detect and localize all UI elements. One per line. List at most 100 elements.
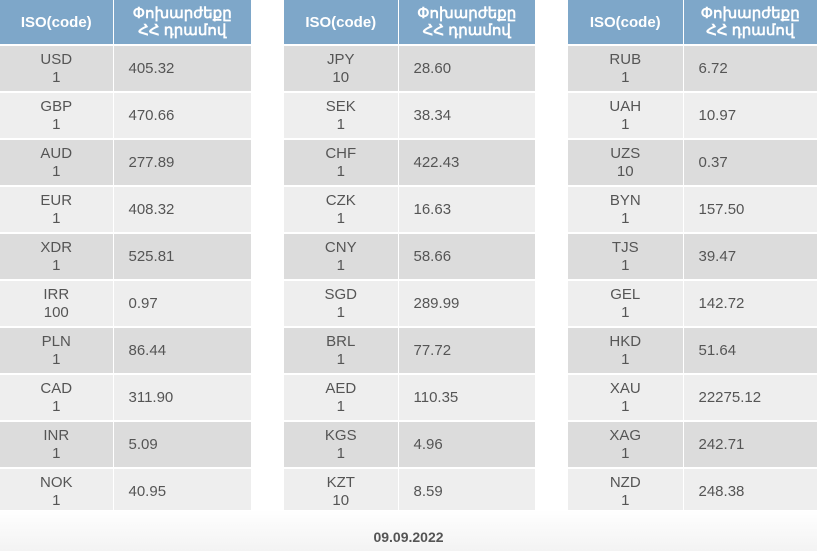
rate-row: GBP 1 470.66 [0,91,251,139]
rate-value: 110.35 [397,373,535,421]
currency-code: JPY [326,50,355,68]
rate-value: 142.72 [682,279,817,327]
currency-code: CZK [325,191,356,209]
currency-code: AUD [40,144,73,162]
currency-code: INR [43,426,70,444]
currency-code: HKD [609,332,642,350]
rates-date: 09.09.2022 [373,529,444,545]
currency-unit: 1 [336,303,345,321]
currency-cell: UZS 10 [568,138,683,186]
rate-row: GEL 1 142.72 [568,279,817,327]
rate-value: 6.72 [682,44,817,92]
currency-code: CAD [40,379,73,397]
currency-cell: NOK 1 [0,467,113,514]
currency-unit: 1 [336,115,345,133]
currency-unit: 10 [616,162,634,180]
rate-row: BRL 1 77.72 [284,326,535,374]
rate-row: UAH 1 10.97 [568,91,817,139]
rate-row: USD 1 405.32 [0,44,251,92]
rate-header-line2: ՀՀ դրամով [422,22,511,39]
header-row: ISO(code) Փոխարժեքը ՀՀ դրամով [284,0,535,45]
rate-header-line1: Փոխարժեքը [700,5,800,22]
rate-row: XDR 1 525.81 [0,232,251,280]
currency-unit: 1 [621,491,630,509]
rate-header-line1: Փոխարժեքը [417,5,517,22]
currency-code: IRR [43,285,70,303]
currency-code: CHF [325,144,357,162]
currency-cell: SEK 1 [284,91,398,139]
rate-row: UZS 10 0.37 [568,138,817,186]
rate-row: CAD 1 311.90 [0,373,251,421]
rates-table-3: ISO(code) Փոխարժեքը ՀՀ դրամով RUB 1 6.72 UAH… [568,0,817,514]
currency-unit: 1 [52,491,61,509]
currency-code: GBP [40,97,73,115]
rate-header-line1: Փոխարժեքը [132,5,232,22]
currency-unit: 1 [621,350,630,368]
rate-row: IRR 100 0.97 [0,279,251,327]
rate-value: 28.60 [397,44,535,92]
rate-value: 248.38 [682,467,817,514]
currency-code: XDR [40,238,73,256]
currency-cell: KGS 1 [284,420,398,468]
rate-header-line2: ՀՀ դրամով [138,22,227,39]
currency-cell: GEL 1 [568,279,683,327]
currency-code: TJS [611,238,639,256]
currency-cell: NZD 1 [568,467,683,514]
currency-cell: JPY 10 [284,44,398,92]
iso-header: ISO(code) [568,0,683,45]
rates-body: USD 1 405.32 GBP 1 470.66 AUD 1 277.89 EUR 1 408.32… [0,44,251,514]
currency-cell: TJS 1 [568,232,683,280]
currency-unit: 1 [52,350,61,368]
rate-value: 525.81 [112,232,251,280]
currency-unit: 1 [621,397,630,415]
rate-value: 0.97 [112,279,251,327]
currency-unit: 1 [621,209,630,227]
currency-cell: CAD 1 [0,373,113,421]
currency-unit: 1 [52,209,61,227]
rate-header: Փոխարժեքը ՀՀ դրամով [682,0,817,45]
currency-unit: 1 [336,350,345,368]
currency-unit: 1 [52,397,61,415]
rate-row: JPY 10 28.60 [284,44,535,92]
currency-code: PLN [41,332,71,350]
currency-unit: 1 [52,115,61,133]
header-row: ISO(code) Փոխարժեքը ՀՀ դրամով [0,0,251,45]
currency-code: KGS [324,426,357,444]
currency-code: SEK [325,97,356,115]
rate-value: 22275.12 [682,373,817,421]
rate-value: 10.97 [682,91,817,139]
currency-unit: 1 [52,256,61,274]
currency-code: NOK [39,473,73,491]
currency-cell: USD 1 [0,44,113,92]
currency-unit: 1 [52,162,61,180]
rate-value: 311.90 [112,373,251,421]
currency-unit: 1 [336,444,345,462]
currency-cell: CHF 1 [284,138,398,186]
currency-unit: 1 [336,162,345,180]
rate-value: 242.71 [682,420,817,468]
rates-body: JPY 10 28.60 SEK 1 38.34 CHF 1 422.43 CZK 1 16.63 CN… [284,44,535,514]
currency-unit: 1 [621,68,630,86]
rate-row: EUR 1 408.32 [0,185,251,233]
currency-code: BYN [609,191,641,209]
rate-value: 5.09 [112,420,251,468]
rate-row: KZT 10 8.59 [284,467,535,514]
rate-value: 0.37 [682,138,817,186]
currency-unit: 1 [336,397,345,415]
currency-code: USD [40,50,73,68]
currency-code: UZS [610,144,641,162]
currency-cell: IRR 100 [0,279,113,327]
currency-code: NZD [609,473,641,491]
currency-cell: BYN 1 [568,185,683,233]
rate-value: 289.99 [397,279,535,327]
currency-unit: 1 [621,256,630,274]
currency-code: SGD [324,285,357,303]
currency-code: GEL [610,285,641,303]
rate-header: Փոխարժեքը ՀՀ դրամով [112,0,251,45]
rate-row: INR 1 5.09 [0,420,251,468]
rate-value: 51.64 [682,326,817,374]
rate-value: 422.43 [397,138,535,186]
currency-code: RUB [609,50,642,68]
rates-table-2: ISO(code) Փոխարժեքը ՀՀ դրամով JPY 10 28.60 S… [284,0,535,514]
rate-row: TJS 1 39.47 [568,232,817,280]
